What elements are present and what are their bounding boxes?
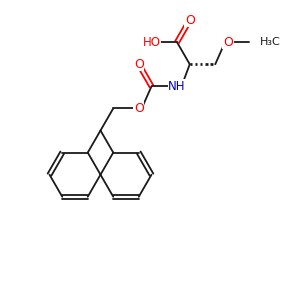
Text: HO: HO [142,36,160,49]
Text: O: O [134,102,144,115]
Text: NH: NH [168,80,186,93]
Text: H₃C: H₃C [260,37,280,47]
Text: O: O [223,36,233,49]
Text: O: O [134,58,144,71]
Text: O: O [185,14,195,27]
